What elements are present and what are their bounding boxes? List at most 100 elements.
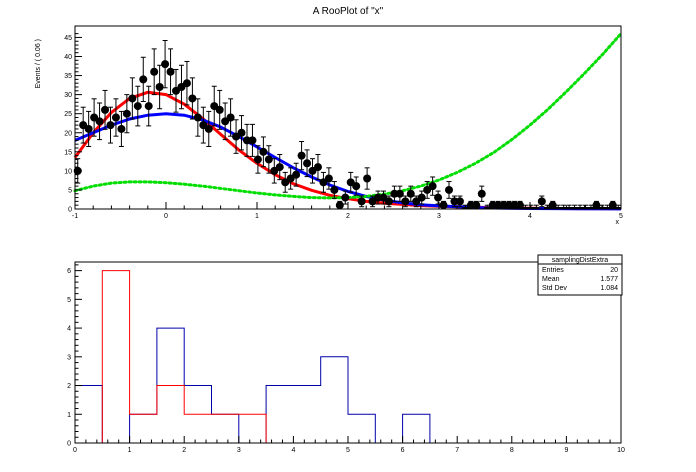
y-tick-label: 2: [67, 383, 71, 390]
y-tick-label: 1: [67, 412, 71, 419]
data-point: [341, 193, 350, 202]
y-tick-label: 5: [67, 297, 71, 304]
y-tick-label: 5: [68, 187, 72, 194]
x-tick-label: 2: [346, 213, 350, 220]
y-tick-label: 35: [64, 73, 72, 80]
x-tick-label: 3: [237, 447, 241, 454]
data-point: [150, 67, 159, 76]
data-point: [111, 113, 120, 122]
stats-mean-value: 1.577: [600, 276, 618, 283]
y-tick-label: 10: [64, 168, 72, 175]
data-point: [155, 83, 164, 91]
data-point: [84, 124, 93, 133]
data-point: [357, 197, 366, 206]
x-tick-label: 2: [182, 447, 186, 454]
data-point: [253, 155, 262, 164]
data-point: [395, 189, 404, 198]
y-tick-label: 15: [64, 149, 72, 156]
x-tick-label: 5: [619, 213, 623, 220]
y-tick-label: 0: [68, 207, 72, 214]
x-tick-label: 8: [510, 447, 514, 454]
data-point: [166, 67, 175, 76]
data-point: [215, 105, 224, 114]
stats-entries-label: Entries: [542, 267, 564, 274]
y-tick-label: 45: [64, 35, 72, 42]
rooplot-panel: A RooPlot of "x" Events / ( 0.06 ) x -1 0…: [35, 6, 623, 226]
data-point: [95, 117, 104, 126]
data-point: [122, 109, 131, 118]
histogram-panel: 0 1 2 3 4 5 6 7 8 9 10 0 1 2 3 4 5 6 samplingDistExtra En…: [67, 254, 625, 454]
top-plot-y-axis-label: Events / ( 0.06 ): [35, 39, 42, 88]
stats-box-frame: [537, 254, 623, 296]
y-tick-label: 0: [67, 441, 71, 448]
data-point: [335, 201, 344, 210]
data-point: [101, 105, 110, 114]
stats-box-title: samplingDistExtra: [552, 257, 609, 264]
data-point: [417, 193, 426, 202]
data-point: [324, 174, 333, 183]
data-point: [117, 124, 126, 133]
data-point: [303, 159, 312, 168]
data-point: [133, 102, 142, 111]
data-point: [128, 94, 137, 103]
x-tick-label: 10: [617, 447, 625, 454]
y-tick-label: 20: [64, 130, 72, 137]
stats-stddev-label: Std Dev: [542, 285, 567, 292]
data-point: [259, 147, 268, 156]
top-plot-x-axis-label: x: [616, 219, 620, 226]
data-point: [226, 113, 235, 122]
data-point: [264, 155, 273, 164]
data-point: [292, 170, 301, 179]
data-points: [73, 39, 622, 210]
x-tick-label: 4: [528, 213, 532, 220]
data-point: [275, 163, 284, 172]
data-point: [248, 136, 257, 145]
data-point: [352, 182, 361, 191]
data-point: [401, 197, 410, 206]
x-tick-label: 1: [128, 447, 132, 454]
x-tick-label: 3: [437, 213, 441, 220]
y-tick-label: 3: [67, 354, 71, 361]
x-tick-label: 0: [164, 213, 168, 220]
y-tick-label: 4: [67, 326, 71, 333]
histogram-series: [74, 270, 621, 444]
data-point: [204, 124, 213, 133]
y-tick-label: 40: [64, 54, 72, 61]
y-tick-label: 30: [64, 92, 72, 99]
data-point: [439, 201, 448, 210]
x-tick-label: 5: [346, 447, 350, 454]
stats-stddev-value: 1.084: [600, 285, 618, 292]
data-point: [472, 201, 481, 210]
x-tick-label: 6: [401, 447, 405, 454]
data-point: [330, 185, 339, 194]
data-point: [515, 201, 524, 210]
x-tick-label: 4: [291, 447, 295, 454]
x-tick-label: 7: [455, 447, 459, 454]
data-point: [182, 79, 191, 88]
data-point: [161, 60, 170, 69]
fit-curve-1: [74, 112, 622, 211]
data-point: [608, 201, 617, 210]
data-point: [548, 201, 557, 210]
data-point: [384, 197, 393, 206]
data-point: [477, 189, 486, 198]
data-point: [313, 163, 322, 172]
x-tick-label: 1: [255, 213, 259, 220]
x-tick-label: 9: [564, 447, 568, 454]
data-point: [106, 121, 115, 130]
stats-mean-label: Mean: [542, 276, 560, 283]
data-point: [445, 185, 454, 194]
data-point: [188, 94, 197, 103]
data-point: [193, 113, 202, 122]
top-plot-title: A RooPlot of "x": [313, 6, 384, 17]
data-point: [139, 75, 148, 84]
data-point: [434, 193, 443, 202]
data-point: [237, 128, 246, 137]
data-point: [428, 182, 437, 191]
data-point: [297, 151, 306, 160]
y-tick-label: 25: [64, 111, 72, 118]
data-point: [406, 189, 415, 198]
